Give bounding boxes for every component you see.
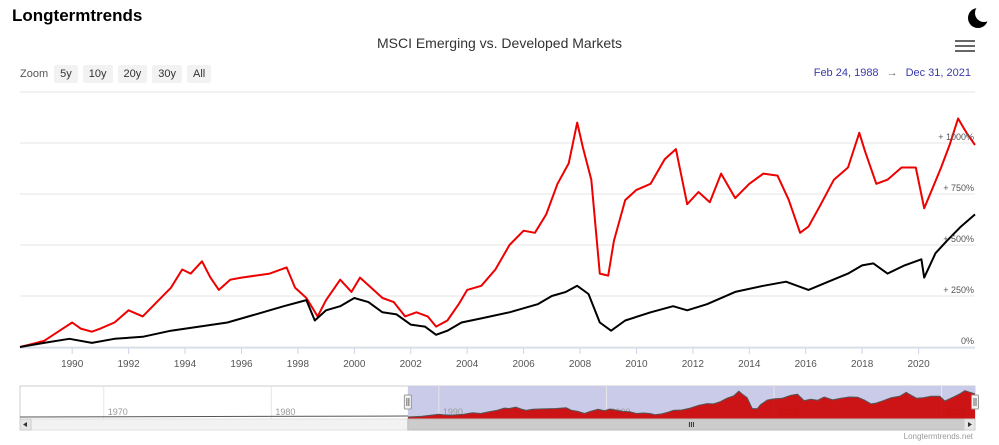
zoom-all-button[interactable]: All <box>187 65 212 83</box>
date-range: Feb 24, 1988 → Dec 31, 2021 <box>814 67 971 79</box>
x-tick-label: 1996 <box>230 359 253 370</box>
zoom-30y-button[interactable]: 30y <box>152 65 182 83</box>
zoom-10y-button[interactable]: 10y <box>82 65 113 83</box>
moon-icon[interactable] <box>964 4 992 32</box>
x-tick-label: 2018 <box>851 359 874 370</box>
x-tick-label: 2002 <box>400 359 423 370</box>
y-tick-label: + 500% <box>943 234 974 244</box>
navigator-emerging-area <box>407 390 975 419</box>
zoom-5y-button[interactable]: 5y <box>54 65 78 83</box>
x-tick-label: 2006 <box>512 359 535 370</box>
x-tick-label: 2016 <box>795 359 818 370</box>
navigator-line <box>407 390 976 418</box>
site-brand[interactable]: Longtermtrends <box>12 6 143 25</box>
scroll-left-arrow-icon <box>23 422 27 427</box>
x-tick-label: 2000 <box>343 359 366 370</box>
x-tick-label: 1994 <box>174 359 197 370</box>
x-tick-label: 2010 <box>625 359 648 370</box>
credit-text: Longtermtrends.net <box>903 432 973 441</box>
x-tick-label: 2012 <box>682 359 705 370</box>
chart-title: MSCI Emerging vs. Developed Markets <box>376 35 623 51</box>
emerging-markets-line <box>19 117 976 348</box>
zoom-20y-button[interactable]: 20y <box>117 65 148 83</box>
navigator-tick-label: 1970 <box>108 407 128 417</box>
y-tick-label: + 750% <box>943 183 974 193</box>
zoom-bar: Zoom 5y 10y 20y 30y All <box>20 65 216 83</box>
x-tick-label: 2004 <box>456 359 479 370</box>
range-arrow: → <box>886 67 898 79</box>
y-tick-label: + 250% <box>943 285 974 295</box>
x-tick-label: 1992 <box>117 359 140 370</box>
navigator-handle-left[interactable] <box>403 394 412 410</box>
developed-markets-line <box>19 213 976 348</box>
navigator-history-line <box>19 415 408 418</box>
x-tick-label: 2014 <box>738 359 761 370</box>
scroll-right-arrow-icon <box>968 422 972 427</box>
x-tick-label: 2008 <box>569 359 592 370</box>
navigator-handle-right[interactable] <box>971 394 979 410</box>
navigator-tick-label: 1980 <box>275 407 295 417</box>
x-tick-label: 1990 <box>61 359 84 370</box>
x-tick-label: 1998 <box>287 359 310 370</box>
zoom-label: Zoom <box>20 68 49 80</box>
x-tick-label: 2020 <box>907 359 930 370</box>
navigator-tick-label: 1990 <box>443 407 463 417</box>
range-from-input[interactable]: Feb 24, 1988 <box>813 67 879 79</box>
y-tick-label: + 1000% <box>938 132 974 142</box>
hamburger-menu-icon[interactable] <box>955 38 975 54</box>
range-to-input[interactable]: Dec 31, 2021 <box>905 67 971 79</box>
y-tick-label: 0% <box>961 336 974 346</box>
